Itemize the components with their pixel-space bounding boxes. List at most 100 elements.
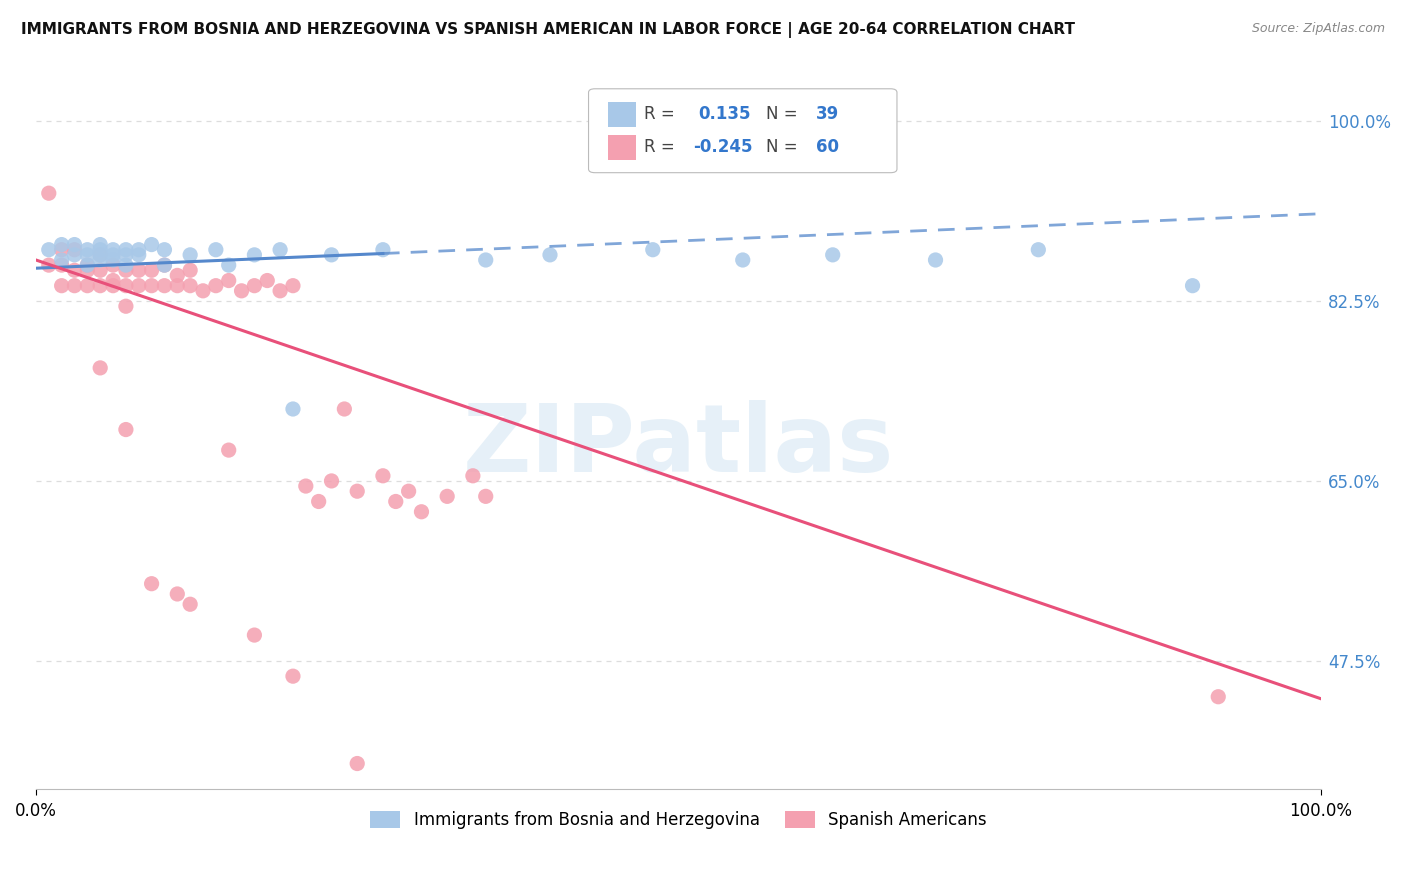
Point (76, 243, 98, 257)
Point (51, 252, 73, 267)
Point (38, 186, 60, 201)
Point (166, 587, 188, 601)
Point (63, 248, 86, 262)
Point (218, 258, 240, 272)
Point (436, 489, 458, 503)
Point (179, 597, 201, 611)
Point (243, 628, 266, 642)
Point (179, 248, 201, 262)
Point (205, 278, 228, 293)
Point (538, 248, 561, 262)
Point (76, 278, 98, 293)
Point (1026, 243, 1049, 257)
Text: N =: N = (766, 105, 803, 123)
Point (243, 278, 266, 293)
Point (51, 243, 73, 257)
Point (76, 263, 98, 277)
Text: Source: ZipAtlas.com: Source: ZipAtlas.com (1251, 22, 1385, 36)
Point (141, 278, 163, 293)
Text: IMMIGRANTS FROM BOSNIA AND HERZEGOVINA VS SPANISH AMERICAN IN LABOR FORCE | AGE : IMMIGRANTS FROM BOSNIA AND HERZEGOVINA V… (21, 22, 1076, 38)
Point (474, 489, 496, 503)
Point (115, 423, 138, 437)
Point (128, 263, 150, 277)
Point (141, 263, 163, 277)
Point (76, 258, 98, 272)
Point (281, 402, 304, 417)
Text: 39: 39 (815, 105, 839, 123)
Text: R =: R = (644, 105, 679, 123)
Point (153, 243, 176, 257)
Point (128, 278, 150, 293)
Point (231, 284, 253, 298)
Point (821, 248, 844, 262)
Point (51, 258, 73, 272)
Point (924, 252, 946, 267)
Point (461, 468, 484, 483)
Point (281, 669, 304, 683)
Point (63, 243, 86, 257)
Bar (607, 102, 636, 127)
Point (371, 468, 394, 483)
Bar (607, 135, 636, 160)
Point (346, 756, 368, 771)
Point (89, 360, 111, 375)
Point (141, 576, 163, 591)
Point (346, 484, 368, 499)
Legend: Immigrants from Bosnia and Herzegovina, Spanish Americans: Immigrants from Bosnia and Herzegovina, … (364, 804, 993, 836)
Point (191, 284, 214, 298)
Point (115, 263, 138, 277)
Point (281, 278, 304, 293)
Point (166, 278, 188, 293)
Point (641, 243, 664, 257)
Point (128, 243, 150, 257)
Point (179, 263, 201, 277)
Text: R =: R = (644, 138, 679, 156)
Point (89, 248, 111, 262)
Point (76, 258, 98, 272)
Point (38, 243, 60, 257)
Point (308, 494, 330, 508)
Point (101, 274, 124, 288)
Text: 0.135: 0.135 (697, 105, 751, 123)
Point (153, 258, 176, 272)
Point (269, 284, 291, 298)
Point (63, 237, 86, 252)
Point (153, 278, 176, 293)
Point (256, 274, 278, 288)
Point (89, 263, 111, 277)
Point (115, 243, 138, 257)
Point (101, 252, 124, 267)
Point (89, 278, 111, 293)
Point (89, 248, 111, 262)
Point (101, 278, 124, 293)
Point (1181, 278, 1204, 293)
Point (411, 505, 433, 519)
Point (63, 263, 86, 277)
Point (51, 278, 73, 293)
Point (1206, 690, 1229, 704)
Point (179, 278, 201, 293)
Point (269, 243, 291, 257)
Text: -0.245: -0.245 (693, 138, 752, 156)
Point (398, 484, 420, 499)
Point (101, 258, 124, 272)
Point (89, 243, 111, 257)
Point (153, 258, 176, 272)
Text: N =: N = (766, 138, 803, 156)
Point (218, 274, 240, 288)
Point (115, 248, 138, 262)
Point (63, 278, 86, 293)
Point (321, 474, 343, 488)
Text: 60: 60 (815, 138, 839, 156)
Point (218, 443, 240, 458)
Point (115, 258, 138, 272)
Point (166, 268, 188, 283)
Point (128, 248, 150, 262)
Text: ZIPatlas: ZIPatlas (463, 401, 894, 492)
Point (295, 479, 318, 493)
Point (89, 252, 111, 267)
Point (371, 243, 394, 257)
Point (115, 278, 138, 293)
Point (205, 243, 228, 257)
Point (141, 237, 163, 252)
